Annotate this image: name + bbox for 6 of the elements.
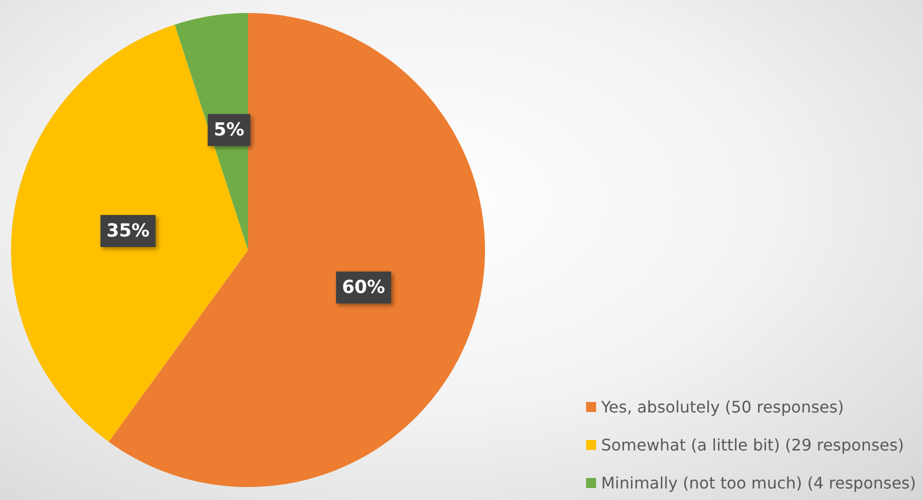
legend-label: Yes, absolutely (50 responses) [600,398,844,416]
legend-label: Somewhat (a little bit) (29 responses) [601,436,904,454]
data-label: 5% [214,119,244,140]
data-label: 60% [342,277,386,298]
legend-label: Minimally (not too much) (4 responses) [601,474,916,492]
data-label: 35% [106,220,150,242]
